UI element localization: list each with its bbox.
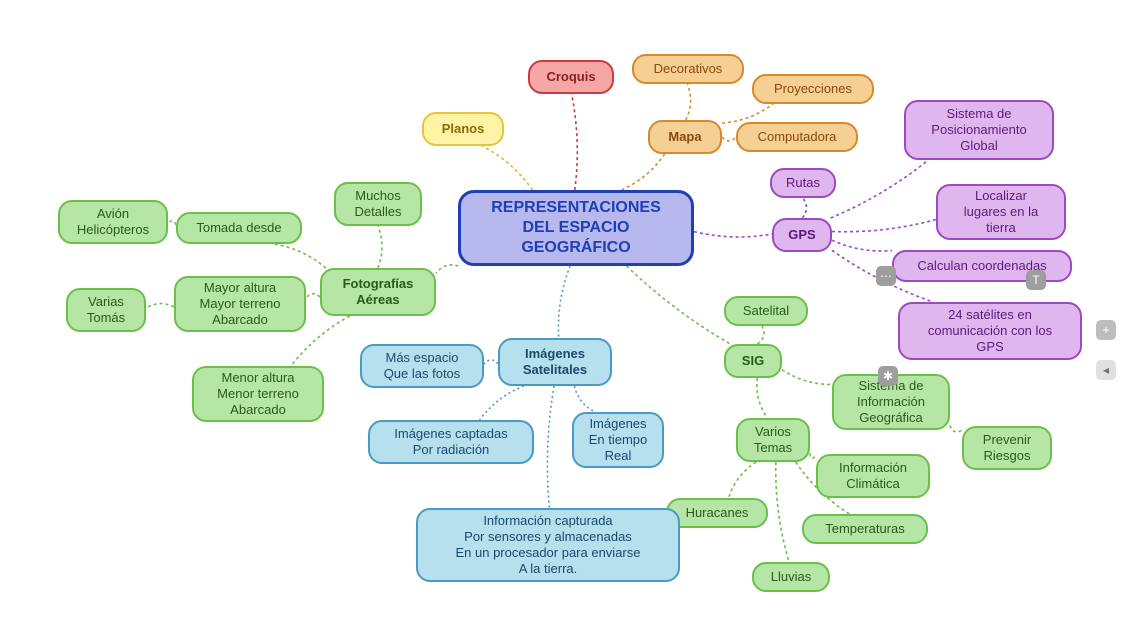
edge (168, 221, 176, 225)
node-masesp[interactable]: Más espacio Que las fotos (360, 344, 484, 388)
node-planos[interactable]: Planos (422, 112, 504, 146)
node-proyecciones[interactable]: Proyecciones (752, 74, 874, 104)
edge (810, 453, 816, 458)
edge (558, 266, 570, 338)
edge (574, 386, 595, 412)
edge (484, 360, 498, 364)
edge (622, 154, 665, 190)
node-imgtr[interactable]: Imágenes En tiempo Real (572, 412, 664, 468)
more-icon[interactable]: ⋯ (876, 266, 896, 286)
node-prevenir[interactable]: Prevenir Riesgos (962, 426, 1052, 470)
edge (832, 240, 892, 251)
edge (480, 386, 524, 420)
edge (686, 84, 691, 120)
node-menor[interactable]: Menor altura Menor terreno Abarcado (192, 366, 324, 422)
edge (627, 266, 731, 344)
node-imgrad[interactable]: Imágenes captadas Por radiación (368, 420, 534, 464)
edge (306, 294, 320, 299)
node-infcap[interactable]: Información capturada Por sensores y alm… (416, 508, 680, 582)
edge (378, 226, 382, 268)
edge (436, 265, 458, 273)
node-gps[interactable]: GPS (772, 218, 832, 252)
edge (722, 137, 736, 141)
node-decorativos[interactable]: Decorativos (632, 54, 744, 84)
node-localizar[interactable]: Localizar lugares en la tierra (936, 184, 1066, 240)
edge (694, 232, 772, 237)
edge (146, 304, 174, 309)
edge (572, 94, 578, 190)
edge (547, 386, 554, 508)
node-infclim[interactable]: Información Climática (816, 454, 930, 498)
node-huracanes[interactable]: Huracanes (666, 498, 768, 528)
node-varios[interactable]: Varios Temas (736, 418, 810, 462)
edge (274, 244, 326, 268)
mindmap-canvas: REPRESENTACIONES DEL ESPACIO GEOGRÁFICO C… (0, 0, 1138, 640)
node-satelital[interactable]: Satelital (724, 296, 808, 326)
node-sat24[interactable]: 24 satélites en comunicación con los GPS (898, 302, 1082, 360)
node-spg[interactable]: Sistema de Posicionamiento Global (904, 100, 1054, 160)
edge (950, 425, 962, 431)
node-temperaturas[interactable]: Temperaturas (802, 514, 928, 544)
edge (782, 370, 832, 385)
edge (722, 104, 773, 123)
edge (802, 198, 806, 218)
node-sig[interactable]: SIG (724, 344, 782, 378)
node-center[interactable]: REPRESENTACIONES DEL ESPACIO GEOGRÁFICO (458, 190, 694, 266)
edge (729, 462, 757, 498)
edge (757, 378, 768, 418)
star-icon[interactable]: ✱ (878, 366, 898, 386)
text-icon[interactable]: T (1026, 270, 1046, 290)
node-computadora[interactable]: Computadora (736, 122, 858, 152)
node-varias[interactable]: Varias Tomás (66, 288, 146, 332)
node-tomada[interactable]: Tomada desde (176, 212, 302, 244)
node-avion[interactable]: Avión Helicópteros (58, 200, 168, 244)
node-lluvias[interactable]: Lluvias (752, 562, 830, 592)
edge (757, 326, 764, 344)
node-fotos[interactable]: Fotografías Aéreas (320, 268, 436, 316)
collapse-icon[interactable]: ◂ (1096, 360, 1116, 380)
node-mapa[interactable]: Mapa (648, 120, 722, 154)
edge (831, 160, 929, 218)
node-croquis[interactable]: Croquis (528, 60, 614, 94)
edge (482, 146, 532, 190)
add-icon[interactable]: + (1096, 320, 1116, 340)
node-imgsat[interactable]: Imágenes Satelitales (498, 338, 612, 386)
edge (832, 220, 936, 232)
node-mayor[interactable]: Mayor altura Mayor terreno Abarcado (174, 276, 306, 332)
node-rutas[interactable]: Rutas (770, 168, 836, 198)
node-muchos[interactable]: Muchos Detalles (334, 182, 422, 226)
edge (776, 462, 789, 562)
